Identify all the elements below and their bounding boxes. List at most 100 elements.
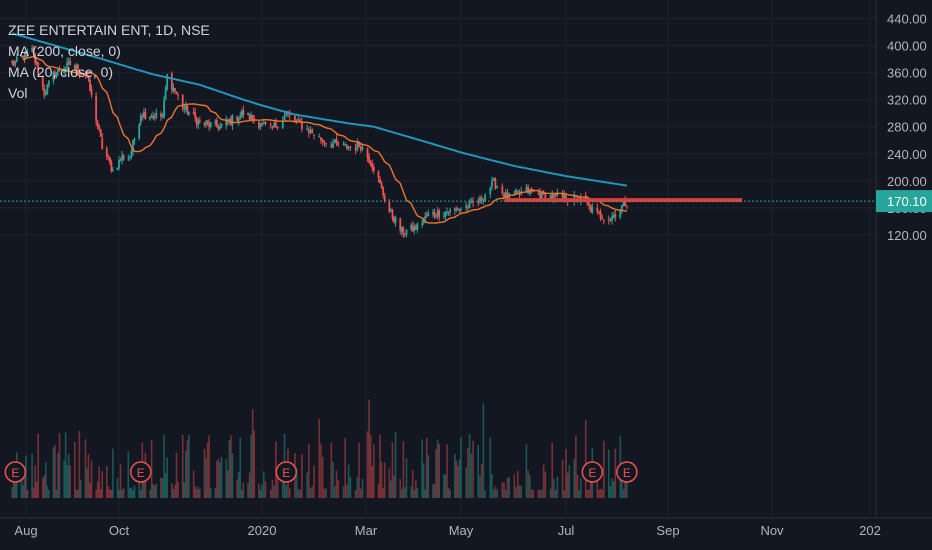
candle-body [236, 116, 239, 121]
candle-body [209, 122, 212, 127]
volume-bar [584, 419, 587, 498]
volume-bar [588, 489, 590, 498]
volume-bar [391, 442, 394, 498]
candle-body [400, 227, 403, 232]
volume-bar [112, 448, 114, 498]
volume-bar [354, 489, 357, 498]
volume-bar [449, 489, 451, 498]
volume-bar [576, 474, 579, 498]
candle-body [311, 129, 314, 134]
volume-bar [297, 489, 300, 498]
candle-body [203, 122, 206, 126]
volume-bar [575, 435, 577, 498]
volume-bar [228, 439, 231, 498]
time-tick-label: Aug [14, 523, 37, 538]
volume-bar [368, 399, 370, 498]
candle-body [118, 159, 120, 169]
candle-body [513, 193, 516, 195]
time-axis[interactable] [0, 518, 932, 550]
volume-bar [411, 470, 414, 498]
volume-bar [75, 489, 78, 498]
candle-body [217, 126, 220, 130]
candle-body [333, 139, 336, 144]
candle-body [194, 112, 197, 118]
ma20-legend[interactable]: MA (20, close, 0) [8, 64, 114, 80]
symbol-title[interactable]: ZEE ENTERTAIN ENT, 1D, NSE [8, 22, 210, 38]
candle-body [231, 115, 234, 126]
volume-bar [565, 448, 567, 498]
volume-bar [518, 485, 521, 498]
candle-body [527, 186, 530, 194]
volume-bar [66, 465, 68, 498]
candle-body [369, 161, 372, 166]
earnings-marker-label[interactable]: E [137, 466, 145, 480]
volume-bar [133, 485, 136, 498]
volume-bar [465, 467, 467, 498]
candle-body [205, 121, 207, 125]
volume-bar [544, 471, 547, 498]
volume-legend[interactable]: Vol [8, 85, 28, 101]
volume-bar [320, 443, 322, 498]
candle-body [444, 212, 447, 217]
earnings-marker-label[interactable]: E [11, 466, 19, 480]
earnings-marker-label[interactable]: E [588, 466, 596, 480]
candle-body [192, 112, 195, 114]
volume-bar [416, 488, 419, 498]
candle-body [468, 201, 471, 209]
candle-body [119, 160, 122, 162]
volume-bar [309, 487, 312, 498]
candle-body [69, 61, 72, 66]
price-tick-label: 120.00 [887, 228, 927, 243]
candle-body [174, 87, 176, 92]
volume-bar [163, 434, 165, 498]
volume-bar [360, 488, 362, 498]
earnings-marker-icon[interactable] [616, 461, 638, 483]
volume-bar [501, 482, 504, 498]
volume-bar [422, 463, 425, 498]
volume-bar [203, 448, 206, 498]
ma200-legend[interactable]: MA (200, close, 0) [8, 43, 121, 59]
volume-bar [98, 466, 100, 498]
candle-body [516, 190, 519, 192]
ma200-line [12, 32, 628, 187]
candle-body [424, 215, 427, 220]
earnings-marker-icon[interactable] [275, 461, 298, 483]
volume-bar [171, 483, 173, 498]
candle-body [313, 134, 315, 136]
volume-bar [34, 465, 36, 498]
volume-bar [318, 418, 320, 498]
volume-bar [496, 489, 498, 498]
candle-body [300, 121, 303, 130]
candle-body [90, 89, 93, 95]
candle-body [432, 212, 434, 214]
volume-bar [253, 430, 256, 498]
candle-body [553, 193, 555, 199]
price-tick-label: 360.00 [887, 66, 927, 81]
candle-body [149, 116, 151, 120]
earnings-marker-icon[interactable] [130, 461, 152, 483]
candle-body [20, 56, 23, 58]
volume-bar [55, 489, 58, 498]
candle-body [492, 177, 495, 181]
earnings-marker-label[interactable]: E [282, 466, 290, 480]
candle-body [87, 76, 90, 79]
candle-body [76, 64, 79, 73]
candle-body [544, 192, 547, 201]
earnings-marker-icon[interactable] [581, 461, 604, 483]
price-axis[interactable] [876, 0, 932, 518]
candle-body [377, 171, 380, 178]
volume-bar [130, 487, 133, 498]
volume-bar [621, 474, 623, 498]
volume-bar [393, 475, 395, 498]
volume-bar [248, 472, 251, 498]
candle-body [470, 200, 473, 202]
earnings-marker-icon[interactable] [4, 461, 27, 483]
earnings-marker-label[interactable]: E [623, 466, 631, 480]
volume-bar [276, 470, 279, 498]
volume-bar [337, 480, 340, 498]
volume-bar [308, 443, 310, 498]
candle-body [239, 115, 242, 119]
candle-body [356, 142, 359, 151]
